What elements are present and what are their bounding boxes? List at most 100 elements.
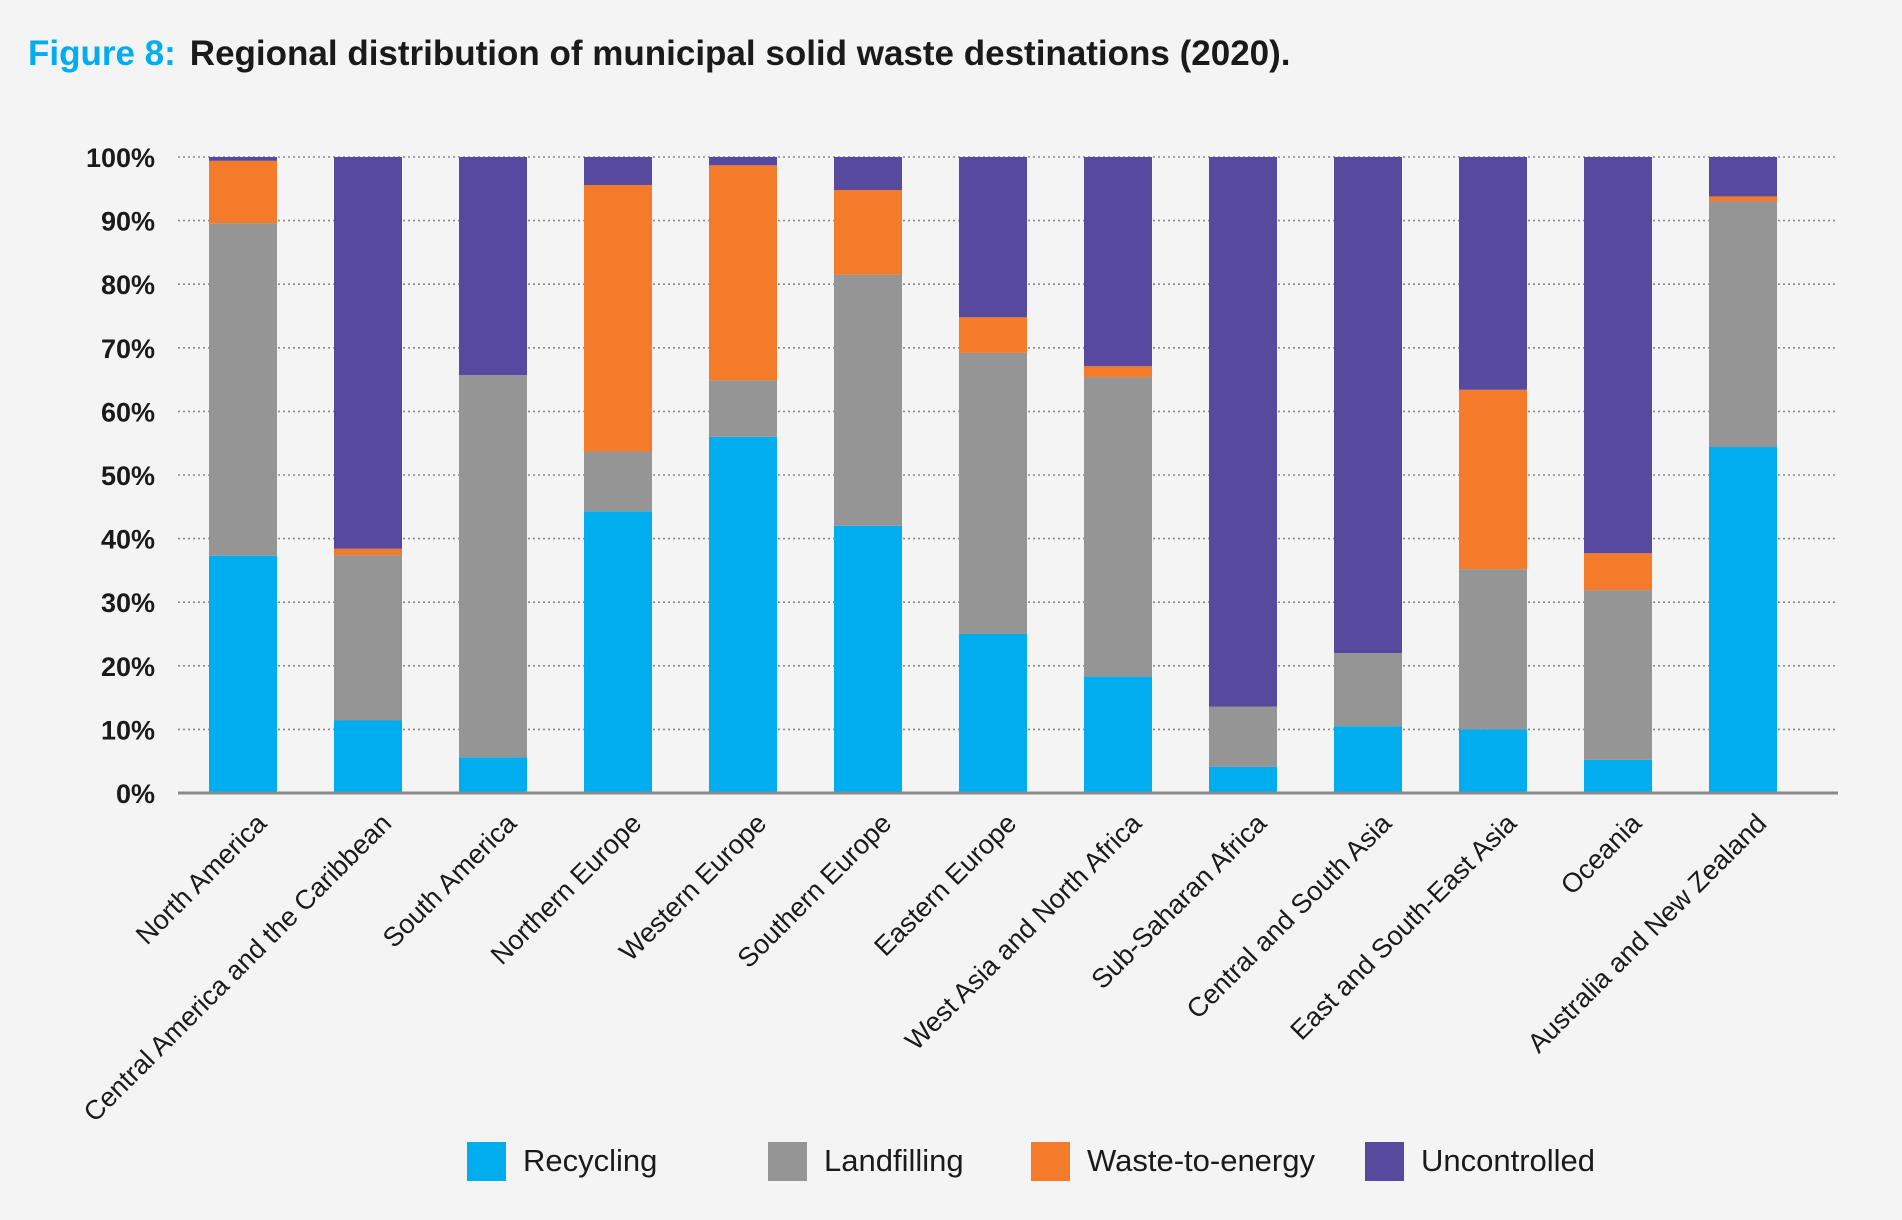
legend-label: Landfilling — [824, 1143, 964, 1178]
legend: Recycling Landfilling Waste-to-energy Uncon… — [0, 1141, 1902, 1181]
y-tick-label: 90% — [101, 207, 155, 237]
bar-uncontrolled — [709, 157, 777, 166]
bar-uncontrolled — [1334, 157, 1402, 654]
bar-landfilling — [459, 375, 527, 758]
bar-recycling — [1334, 726, 1402, 793]
bar-waste-to-energy — [1709, 196, 1777, 202]
legend-label: Waste-to-energy — [1087, 1143, 1315, 1178]
bar-recycling — [1084, 676, 1152, 793]
legend-swatch — [1365, 1141, 1404, 1181]
bar-stack — [334, 157, 402, 793]
legend-item-uncontrolled: Uncontrolled — [1365, 1141, 1595, 1181]
bar-recycling — [1209, 766, 1277, 793]
y-tick-label: 80% — [101, 270, 155, 300]
bar-stack — [584, 157, 652, 793]
legend-item-waste-to-energy: Waste-to-energy — [1031, 1141, 1315, 1181]
legend-item-recycling: Recycling — [467, 1141, 657, 1181]
x-tick-label: East and South-East Asia — [1285, 807, 1523, 1045]
bar-uncontrolled — [459, 157, 527, 376]
bar-recycling — [334, 720, 402, 793]
figure-title: Figure 8: Regional distribution of munici… — [28, 34, 1291, 74]
y-tick-label: 10% — [101, 715, 155, 745]
y-tick-label: 60% — [101, 397, 155, 427]
bar-stack — [209, 157, 277, 793]
x-tick-label: West Asia and North Africa — [899, 807, 1148, 1056]
bar-uncontrolled — [834, 157, 902, 191]
bar-landfilling — [209, 223, 277, 556]
bar-landfilling — [1459, 569, 1527, 730]
page-title: Regional distribution of municipal solid… — [189, 34, 1291, 73]
x-tick-label: North America — [130, 807, 273, 950]
bar-recycling — [1584, 759, 1652, 793]
bar-uncontrolled — [209, 157, 277, 161]
bar-recycling — [834, 525, 902, 793]
bar-stack — [1459, 157, 1527, 793]
bar-uncontrolled — [584, 157, 652, 185]
bar-uncontrolled — [1459, 157, 1527, 390]
bar-stack — [959, 157, 1027, 793]
y-tick-label: 50% — [101, 461, 155, 491]
bar-waste-to-energy — [1084, 366, 1152, 378]
bar-stack — [1084, 157, 1152, 793]
bar-stack — [709, 157, 777, 793]
legend-label: Recycling — [523, 1143, 658, 1178]
bar-waste-to-energy — [959, 317, 1027, 353]
x-tick-label: Australia and New Zealand — [1522, 808, 1772, 1058]
bar-uncontrolled — [1209, 157, 1277, 707]
stacked-bar-chart: 0% 10% 20% 30% 40% 50% 60% 70% 80% 90% 100% North … — [78, 143, 1838, 1127]
y-tick-labels: 0% 10% 20% 30% 40% 50% 60% 70% 80% 90% 100% — [86, 143, 155, 809]
bar-landfilling — [334, 555, 402, 721]
bar-landfilling — [834, 274, 902, 526]
bar-recycling — [709, 436, 777, 793]
bar-uncontrolled — [334, 157, 402, 549]
bar-landfilling — [959, 352, 1027, 634]
bar-landfilling — [1584, 590, 1652, 760]
y-tick-label: 100% — [86, 143, 155, 173]
bar-stack — [459, 157, 527, 793]
bar-landfilling — [1709, 201, 1777, 448]
bar-recycling — [1459, 729, 1527, 793]
bar-waste-to-energy — [1584, 553, 1652, 591]
bars — [209, 157, 1777, 793]
bar-stack — [1584, 157, 1652, 793]
bar-waste-to-energy — [834, 190, 902, 275]
bar-uncontrolled — [1084, 157, 1152, 367]
bar-waste-to-energy — [209, 160, 277, 224]
bar-uncontrolled — [1709, 157, 1777, 197]
bar-recycling — [584, 511, 652, 793]
bar-waste-to-energy — [334, 548, 402, 556]
legend-swatch — [768, 1141, 807, 1181]
y-tick-label: 20% — [101, 652, 155, 682]
y-tick-label: 0% — [116, 779, 155, 809]
y-tick-label: 30% — [101, 588, 155, 618]
legend-swatch — [1031, 1141, 1070, 1181]
bar-landfilling — [1084, 377, 1152, 677]
bar-waste-to-energy — [1459, 389, 1527, 570]
x-tick-label: Oceania — [1555, 807, 1648, 900]
bar-stack — [1209, 157, 1277, 793]
x-tick-label: South America — [377, 807, 523, 953]
figure-label: Figure 8: — [28, 34, 176, 73]
legend-swatch — [467, 1141, 506, 1181]
bar-waste-to-energy — [709, 165, 777, 381]
bar-uncontrolled — [1584, 157, 1652, 554]
bar-landfilling — [584, 451, 652, 512]
bar-waste-to-energy — [584, 184, 652, 452]
bar-stack — [834, 157, 902, 793]
bar-uncontrolled — [959, 157, 1027, 318]
bar-landfilling — [709, 380, 777, 437]
bar-stack — [1709, 157, 1777, 793]
bar-recycling — [959, 634, 1027, 793]
x-tick-label: Central and South Asia — [1181, 807, 1398, 1024]
bar-recycling — [459, 757, 527, 793]
bar-stack — [1334, 157, 1402, 793]
bar-recycling — [209, 555, 277, 793]
y-tick-label: 70% — [101, 334, 155, 364]
y-tick-label: 40% — [101, 525, 155, 555]
bar-landfilling — [1334, 653, 1402, 727]
bar-landfilling — [1209, 706, 1277, 767]
bar-recycling — [1709, 447, 1777, 793]
legend-label: Uncontrolled — [1421, 1143, 1596, 1178]
legend-item-landfilling: Landfilling — [768, 1141, 964, 1181]
